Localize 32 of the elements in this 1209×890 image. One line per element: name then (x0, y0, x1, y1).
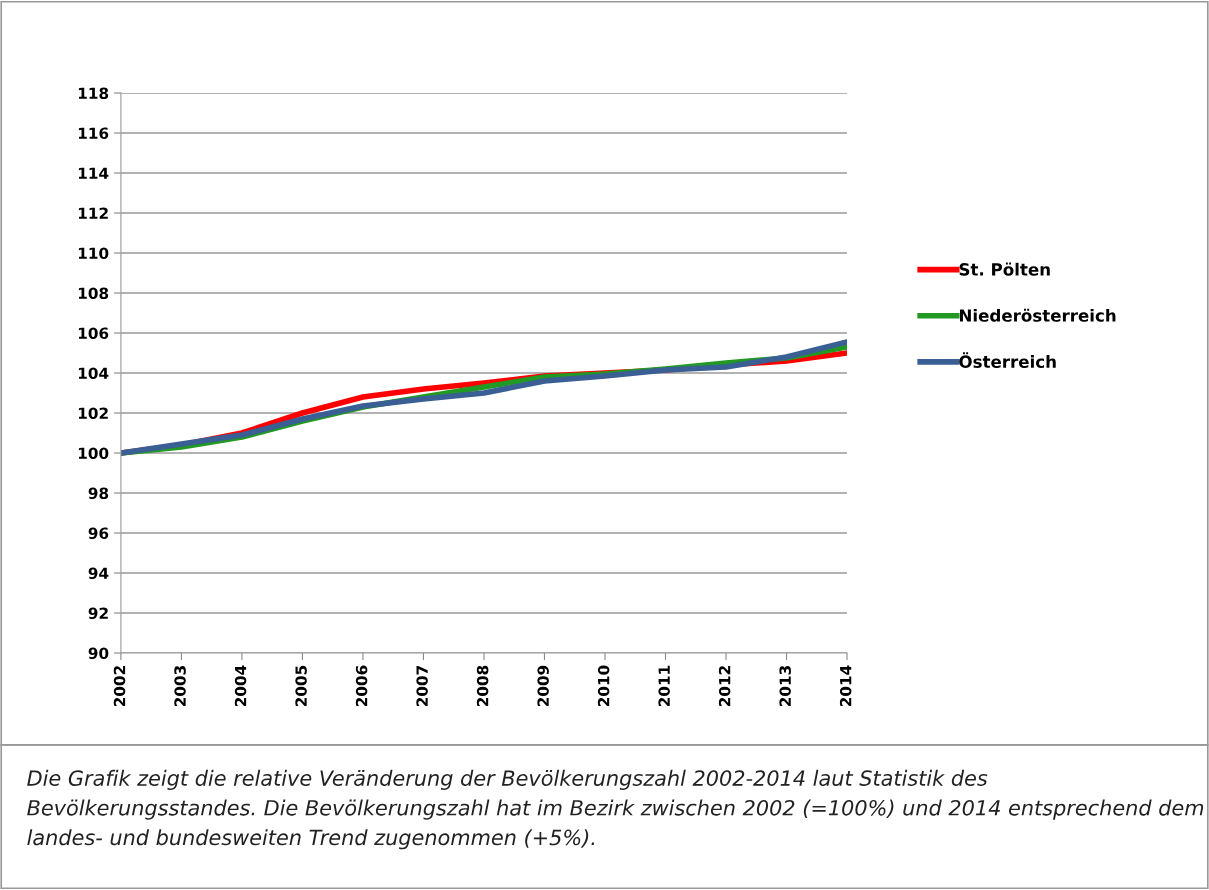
x-tick-label: 2008 (476, 665, 489, 707)
y-tick-label: 110 (78, 247, 109, 260)
legend-label: Österreich (959, 352, 1056, 368)
y-tick-label: 116 (78, 127, 109, 140)
y-tick-label: 94 (88, 567, 109, 580)
y-tick-label: 90 (88, 647, 109, 660)
y-tick-label: 108 (78, 287, 109, 300)
x-tick-label: 2005 (295, 665, 307, 707)
y-tick-label: 104 (78, 367, 109, 380)
x-tick-label: 2012 (718, 666, 731, 707)
x-tick-label: 2013 (779, 666, 791, 707)
legend-label: Niederösterreich (959, 308, 1116, 322)
x-tick-label: 2014 (839, 665, 852, 707)
y-tick-label: 98 (88, 487, 109, 500)
text: Die Grafik zeigt die relative Veränderung der Bevölkerungszahl 2002-2014 laut Statistik des Bevölkerungsstandes. Die Bevölkerungszahl hat im Bezirk zwischen 2002 (=100%) und 2014 entsprechend dem landes- und bundesweiten Trend zugenommen (+5%). (27, 769, 1204, 850)
y-tick-label: 102 (78, 407, 108, 420)
y-tick-label: 118 (78, 87, 109, 100)
y-tick-label: 114 (78, 167, 109, 179)
x-tick-label: 2009 (537, 665, 549, 707)
y-tick-label: 112 (78, 207, 108, 219)
y-tick-label: 100 (78, 447, 109, 460)
x-tick-label: 2003 (174, 666, 186, 707)
x-tick-label: 2002 (113, 666, 126, 707)
y-tick-label: 92 (88, 607, 108, 620)
x-tick-label: 2007 (416, 666, 428, 707)
y-tick-label: 96 (88, 527, 109, 540)
x-tick-label: 2004 (234, 665, 247, 707)
y-tick-label: 106 (78, 327, 109, 340)
x-tick-label: 2006 (355, 665, 368, 707)
legend-label: St. Pölten (959, 262, 1050, 276)
x-tick-label: 2010 (597, 665, 610, 707)
x-tick-label: 2011 (658, 665, 670, 707)
